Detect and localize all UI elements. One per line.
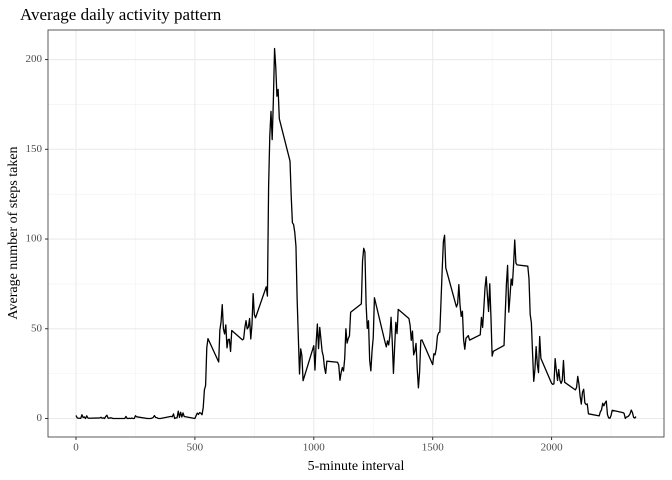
y-tick-label: 50 xyxy=(31,322,43,334)
x-tick-label: 0 xyxy=(73,442,79,454)
x-tick-label: 2000 xyxy=(541,442,564,454)
chart-title: Average daily activity pattern xyxy=(20,5,222,24)
x-axis-title: 5-minute interval xyxy=(308,459,405,474)
x-tick-label: 500 xyxy=(187,442,204,454)
x-tick-label: 1000 xyxy=(303,442,326,454)
y-tick-label: 200 xyxy=(26,53,43,65)
panel-border xyxy=(47,29,665,438)
y-tick-label: 0 xyxy=(37,412,43,424)
y-tick-label: 100 xyxy=(26,233,43,245)
line-series xyxy=(75,47,637,420)
y-tick-label: 150 xyxy=(26,143,43,155)
y-axis-title: Average number of steps taken xyxy=(6,146,21,319)
x-tick-label: 1500 xyxy=(422,442,445,454)
